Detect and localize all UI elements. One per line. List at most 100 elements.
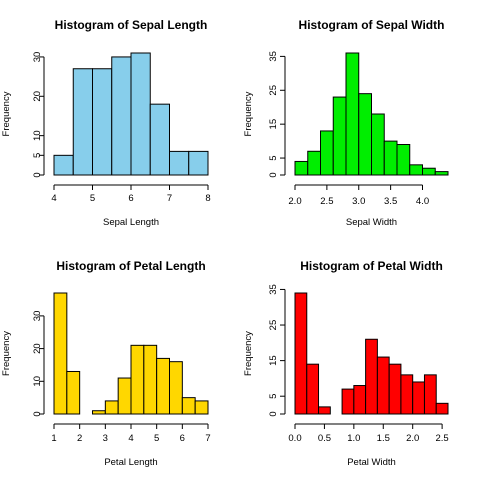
y-tick-label: 0 [32, 172, 43, 177]
y-tick-label: 20 [32, 91, 43, 102]
histogram-bar [409, 164, 423, 176]
chart-title: Histogram of Petal Length [56, 259, 205, 273]
histogram-bar [383, 140, 398, 176]
y-tick-label: 0 [268, 411, 279, 416]
histogram-bar [318, 406, 331, 415]
histogram-bar [156, 357, 171, 415]
histogram-bar [422, 167, 436, 176]
y-tick-label: 35 [268, 284, 279, 295]
x-tick-label: 0.5 [318, 433, 331, 444]
histogram-bar [376, 356, 390, 415]
histogram-bar [117, 377, 132, 415]
x-axis-label: Sepal Width [346, 217, 397, 228]
histogram-bar [143, 344, 158, 415]
y-tick-label: 15 [268, 119, 279, 130]
y-tick-label: 10 [32, 130, 43, 141]
histogram-panel-2: Histogram of Sepal Width 2.0 2.5 3.0 3.5 4.0 0… [243, 18, 449, 228]
histogram-bar [371, 113, 385, 176]
x-tick-label: 8 [205, 193, 210, 204]
x-tick-label: 3 [103, 433, 108, 444]
y-tick-label: 15 [268, 355, 279, 366]
y-axis-label: Frequency [243, 91, 254, 136]
x-tick-label: 2.0 [288, 196, 301, 207]
x-tick-label: 3.5 [384, 196, 397, 207]
histogram-bar [72, 68, 93, 176]
x-tick-label: 4 [128, 433, 133, 444]
chart-title: Histogram of Sepal Length [55, 18, 208, 32]
y-tick-label: 25 [268, 320, 279, 331]
histogram-bar [358, 93, 372, 176]
y-axis-label: Frequency [243, 331, 254, 376]
histogram-bar [345, 52, 360, 176]
x-tick-label: 1.0 [347, 433, 360, 444]
histogram-bar [188, 150, 209, 176]
histogram-bar [111, 56, 132, 176]
histogram-bar [320, 130, 334, 176]
y-tick-label: 5 [268, 394, 279, 399]
histogram-bar [104, 400, 119, 415]
x-tick-label: 6 [180, 433, 185, 444]
histogram-bar [412, 381, 425, 415]
histogram-bar [66, 370, 81, 415]
x-tick-label: 1.5 [377, 433, 390, 444]
histogram-bar [353, 385, 367, 415]
y-tick-label: 0 [268, 172, 279, 177]
histogram-bar [149, 103, 170, 176]
x-tick-label: 0.0 [288, 433, 301, 444]
x-tick-label: 6 [128, 193, 133, 204]
y-tick-label: 0 [32, 411, 43, 416]
x-tick-label: 2.0 [406, 433, 419, 444]
x-tick-label: 7 [167, 193, 172, 204]
x-axis-label: Petal Width [347, 457, 396, 468]
x-axis-label: Petal Length [104, 457, 157, 468]
histogram-bar [181, 397, 196, 415]
x-tick-label: 1 [51, 433, 56, 444]
y-tick-label: 30 [32, 52, 43, 63]
x-tick-label: 5 [154, 433, 159, 444]
histogram-bar [341, 388, 355, 415]
histogram-bar [434, 171, 449, 176]
histogram-bar [92, 410, 106, 415]
x-tick-label: 7 [205, 433, 210, 444]
histogram-bar [400, 374, 414, 415]
histogram-bar [92, 68, 113, 176]
y-tick-label: 10 [32, 376, 43, 387]
histogram-bar [423, 374, 437, 415]
histogram-bar [130, 344, 145, 415]
y-axis-label: Frequency [1, 91, 12, 136]
histogram-bar [194, 400, 209, 415]
x-axis-label: Sepal Length [103, 217, 159, 228]
y-axis-label: Frequency [1, 331, 12, 376]
x-tick-label: 2 [77, 433, 82, 444]
y-tick-label: 5 [32, 153, 43, 158]
histogram-bar [169, 150, 190, 176]
x-tick-label: 4.0 [416, 196, 429, 207]
histogram-panel-4: Histogram of Petal Width 0.0 0.5 1.0 1.5 2.0 2… [243, 259, 449, 468]
histogram-bar [435, 402, 449, 415]
x-tick-label: 2.5 [320, 196, 333, 207]
y-tick-label: 5 [268, 155, 279, 160]
y-tick-label: 25 [268, 85, 279, 96]
chart-title: Histogram of Sepal Width [299, 18, 445, 32]
histogram-bar [53, 154, 74, 176]
histogram-bar [169, 361, 183, 415]
histogram-panel-1: Histogram of Sepal Length 4 5 6 7 8 0 5 10 20 30 Se… [1, 18, 211, 228]
chart-title: Histogram of Petal Width [300, 259, 443, 273]
histogram-bar [306, 363, 320, 415]
x-tick-label: 2.5 [436, 433, 449, 444]
x-tick-label: 4 [51, 193, 56, 204]
histogram-bar [365, 338, 378, 415]
histogram-bar [396, 144, 411, 176]
histogram-bar [307, 150, 321, 176]
histogram-bar [388, 363, 402, 415]
y-tick-label: 30 [32, 311, 43, 322]
histogram-bar [130, 52, 151, 176]
histogram-bar [332, 96, 347, 176]
x-tick-label: 5 [90, 193, 95, 204]
y-tick-label: 20 [32, 343, 43, 354]
histogram-bar [53, 292, 68, 415]
histogram-bar [294, 160, 309, 176]
y-tick-label: 35 [268, 51, 279, 62]
x-tick-label: 3.0 [352, 196, 365, 207]
